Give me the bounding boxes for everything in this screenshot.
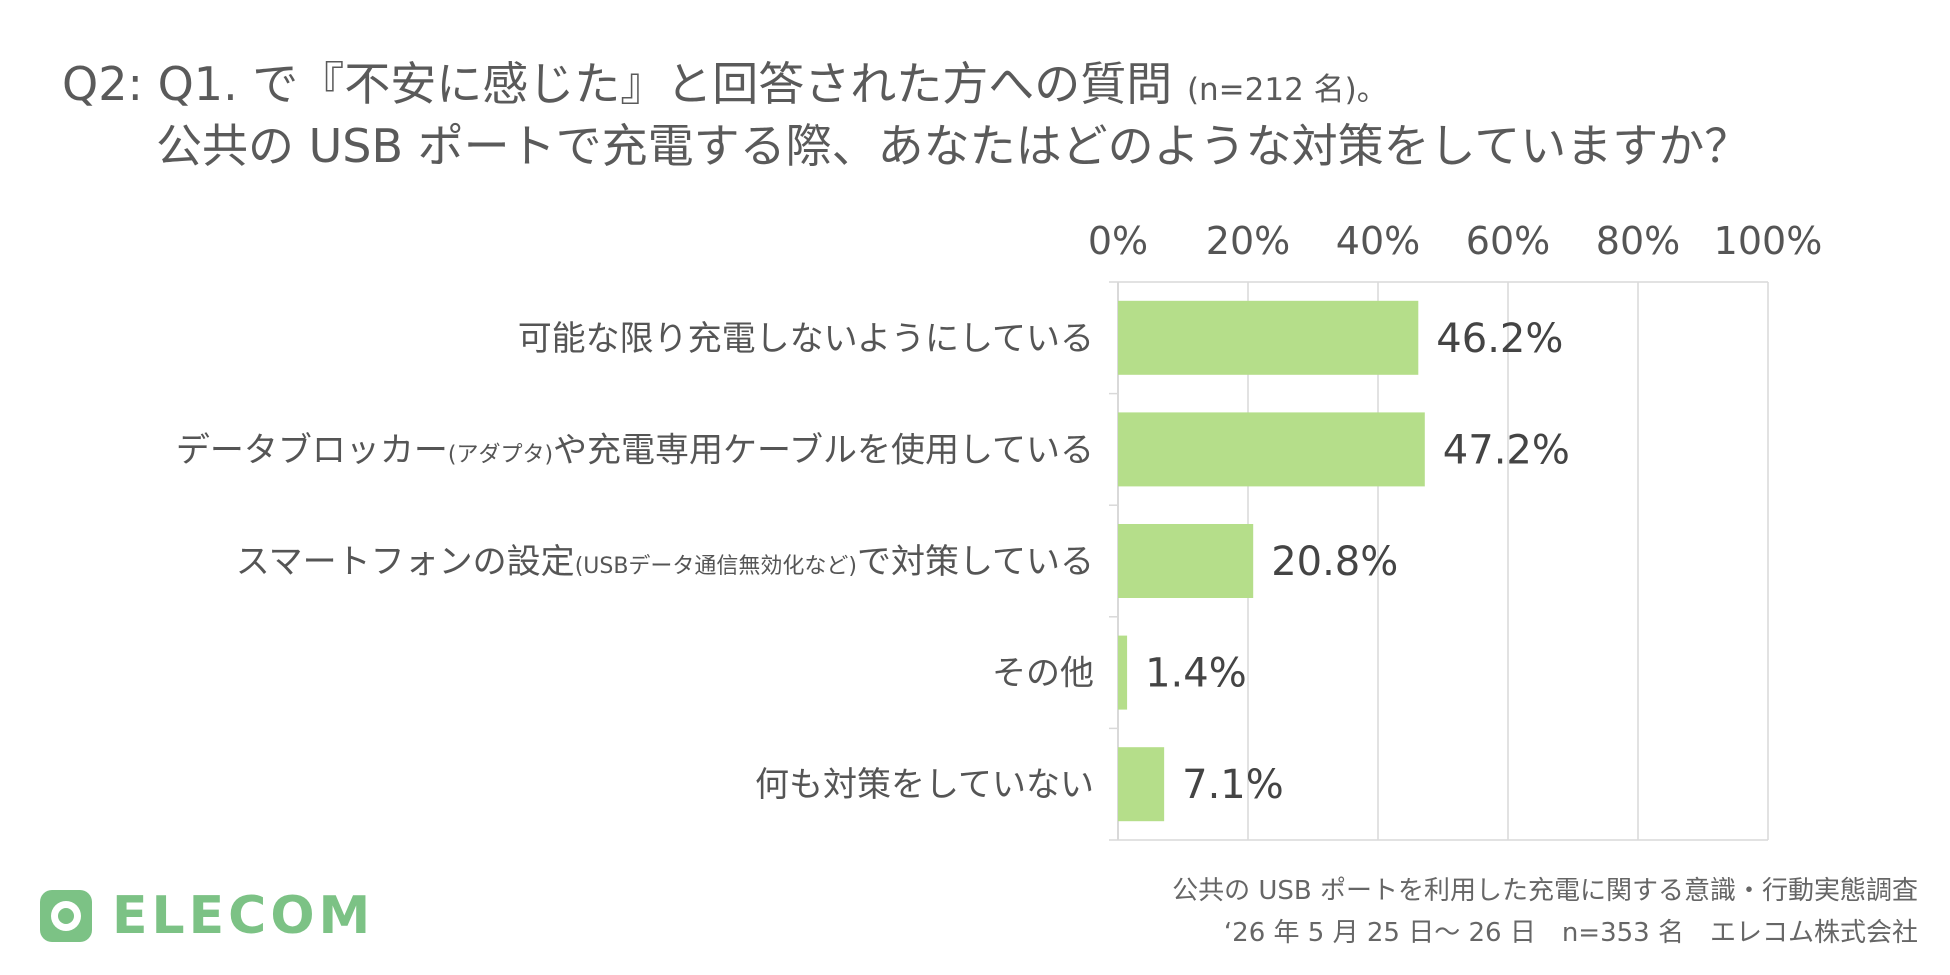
category-label-2-small: (アダプタ) (448, 442, 553, 467)
bar-3 (1118, 524, 1254, 598)
chart-title-line1: Q2: Q1. で『不安に感じた』と回答された方への質問 (n=212 名)。 (62, 55, 1388, 119)
category-label-3: スマートフォンの設定(USBデータ通信無効化など)で対策している (236, 542, 1094, 582)
category-label-5: 何も対策をしていない (755, 765, 1094, 805)
category-label-3-small: (USBデータ通信無効化など) (575, 554, 857, 579)
elecom-logo-text: ELECOM (112, 886, 375, 946)
category-label-2-main: データブロッカー (176, 430, 448, 470)
category-label-3-main: スマートフォンの設定 (236, 542, 575, 582)
bar-1 (1118, 300, 1419, 375)
category-label-1: 可能な限り充電しないようにしている (518, 319, 1094, 359)
category-label-4-main: その他 (992, 654, 1094, 694)
bar-2 (1118, 412, 1425, 487)
elecom-logo: ELECOM (40, 886, 374, 946)
survey-source-line2: ‘26 年 5 月 25 日〜 26 日 n=353 名 エレコム株式会社 (1223, 918, 1918, 948)
data-label-2: 47.2% (1443, 427, 1570, 473)
x-tick-label-100: 100% (1714, 219, 1823, 263)
category-label-3-tail: で対策している (857, 542, 1094, 582)
category-label-4: その他 (992, 654, 1094, 694)
data-label-5: 7.1% (1182, 762, 1284, 808)
bar-4 (1118, 635, 1128, 710)
x-tick-label-20: 20% (1206, 219, 1290, 263)
category-label-2: データブロッカー(アダプタ)や充電専用ケーブルを使用している (176, 430, 1094, 470)
elecom-logo-icon (40, 890, 92, 942)
x-tick-label-80: 80% (1596, 219, 1680, 263)
category-label-1-main: 可能な限り充電しないようにしている (518, 319, 1094, 359)
chart-title-line2: 公共の USB ポートで充電する際、あなたはどのような対策をしていますか？ (156, 119, 1751, 173)
category-label-5-main: 何も対策をしていない (755, 765, 1094, 805)
chart-title-sample-note: (n=212 名)。 (1186, 72, 1388, 108)
data-label-4: 1.4% (1145, 651, 1247, 697)
data-label-3: 20.8% (1271, 539, 1398, 585)
survey-source-line1: 公共の USB ポートを利用した充電に関する意識・行動実態調査 (1172, 876, 1918, 906)
x-tick-label-40: 40% (1336, 219, 1420, 263)
x-tick-label-0: 0% (1088, 219, 1148, 263)
data-label-1: 46.2% (1436, 316, 1563, 362)
bar-5 (1118, 747, 1165, 822)
x-tick-label-60: 60% (1466, 219, 1550, 263)
chart-title-main: Q2: Q1. で『不安に感じた』と回答された方への質問 (62, 57, 1173, 111)
category-label-2-tail: や充電専用ケーブルを使用している (553, 430, 1094, 470)
